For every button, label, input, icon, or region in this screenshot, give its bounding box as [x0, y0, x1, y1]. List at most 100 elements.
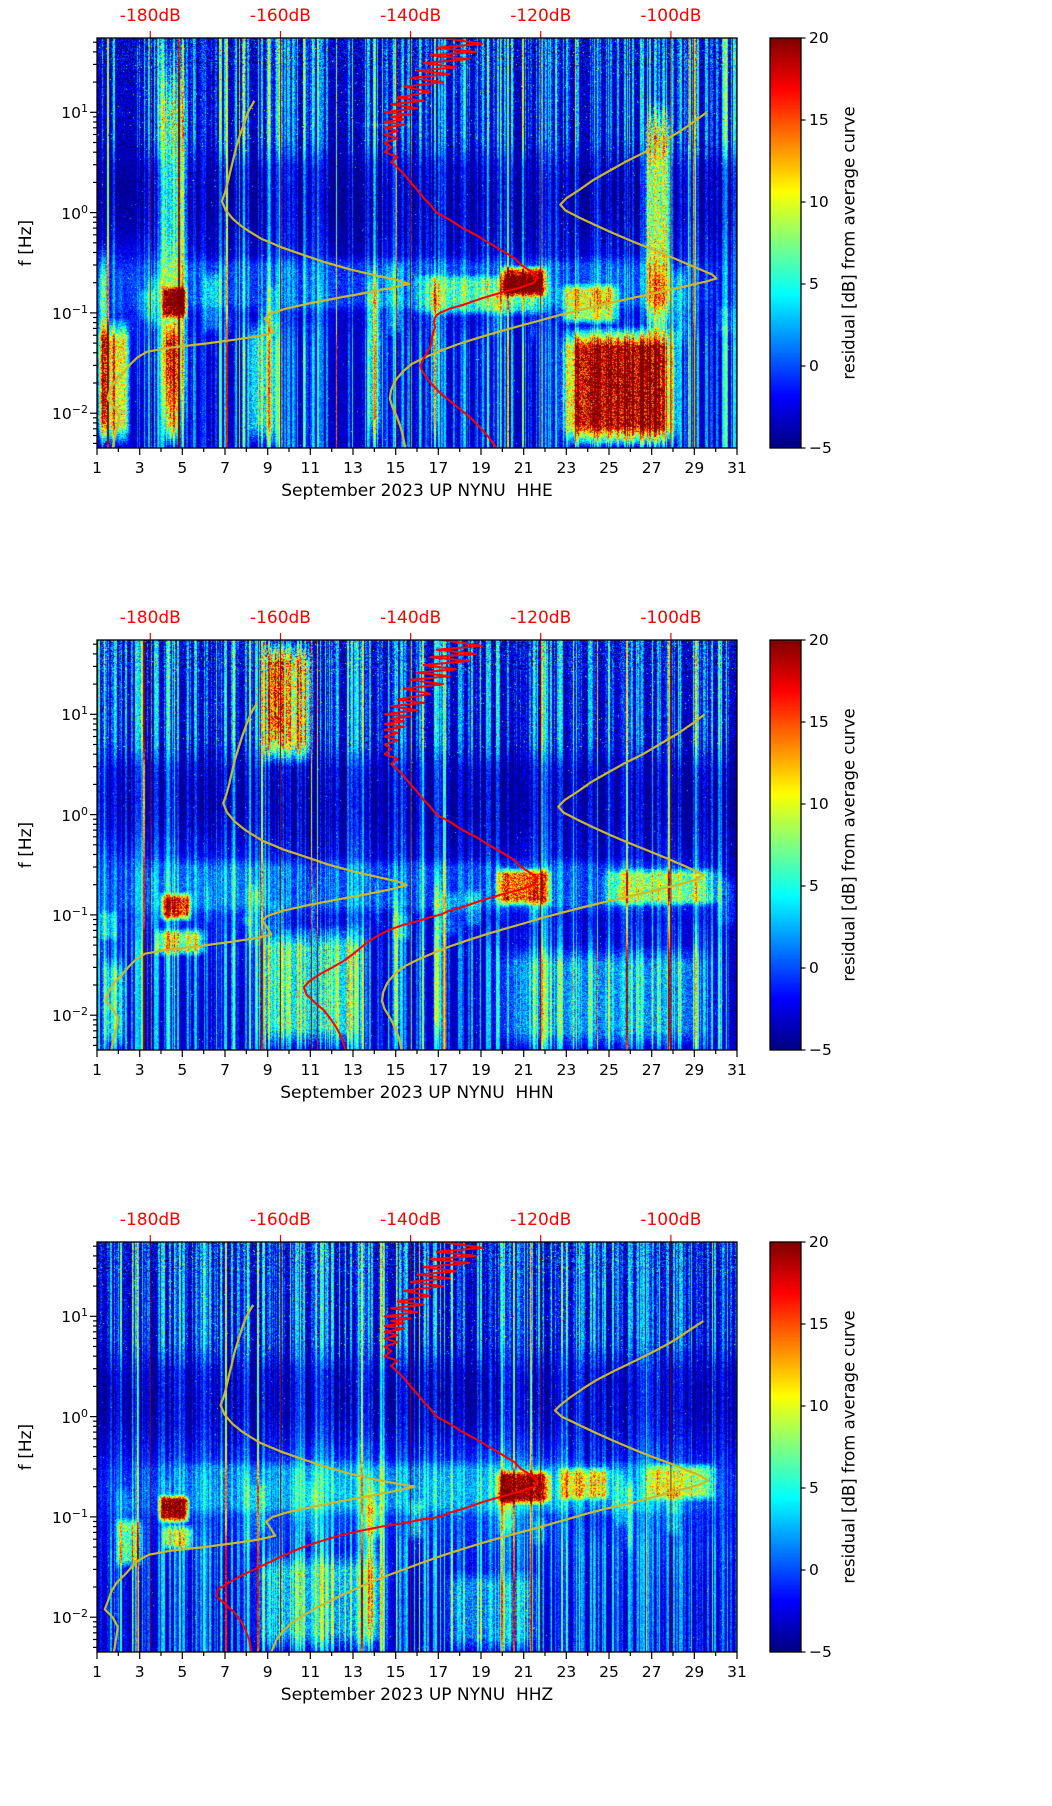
x-tick-label: 9 [262, 459, 273, 477]
x-tick-label: 21 [513, 459, 534, 477]
db-axis-label: -160dB [249, 608, 311, 628]
x-tick-label: 5 [177, 459, 188, 477]
colorbar-tick-label: 5 [809, 1479, 819, 1497]
y-tick-label: 101 [61, 1306, 88, 1327]
db-axis-label: -120dB [510, 6, 572, 26]
colorbar-tick-label: −5 [809, 439, 832, 457]
x-tick-label: 3 [134, 1061, 145, 1079]
x-axis-title: September 2023 UP NYNU HHE [281, 481, 553, 501]
colorbar-tick-label: 20 [809, 631, 829, 649]
colorbar-gradient [770, 640, 801, 1050]
x-tick-label: 3 [134, 459, 145, 477]
colorbar-tick-label: 10 [809, 795, 829, 813]
db-axis-label: -100dB [640, 6, 702, 26]
db-axis-label: -160dB [249, 6, 311, 26]
x-tick-label: 23 [556, 1061, 577, 1079]
y-tick-label: 10−2 [52, 1005, 88, 1026]
colorbar-label: residual [dB] from average curve [839, 708, 859, 982]
x-tick-label: 15 [385, 1663, 406, 1681]
x-tick-label: 23 [556, 459, 577, 477]
colorbar-tick-label: −5 [809, 1643, 832, 1661]
y-tick-label: 10−1 [52, 302, 88, 323]
x-tick-label: 9 [262, 1061, 273, 1079]
colorbar-tick-label: 0 [809, 1561, 819, 1579]
x-tick-label: 5 [177, 1663, 188, 1681]
y-tick-label: 101 [61, 102, 88, 123]
y-tick-label: 10−2 [52, 403, 88, 424]
y-tick-label: 10−1 [52, 904, 88, 925]
db-axis-label: -100dB [640, 608, 702, 628]
y-tick-label: 101 [61, 704, 88, 725]
db-axis-label: -140dB [380, 1210, 442, 1230]
db-axis-label: -120dB [510, 608, 572, 628]
x-tick-label: 9 [262, 1663, 273, 1681]
spectrogram-panel-hhz: f [Hz] September 2023 UP NYNU HHZ residu… [0, 1204, 1052, 1806]
x-tick-label: 11 [300, 1061, 321, 1079]
colorbar-tick-label: 10 [809, 1397, 829, 1415]
x-tick-label: 27 [641, 459, 662, 477]
x-tick-label: 1 [92, 459, 102, 477]
y-axis-label: f [Hz] [16, 219, 36, 267]
colorbar-gradient [770, 1242, 801, 1652]
colorbar-tick-label: 0 [809, 357, 819, 375]
db-axis-label: -160dB [249, 1210, 311, 1230]
x-tick-label: 21 [513, 1061, 534, 1079]
x-tick-label: 11 [300, 1663, 321, 1681]
x-tick-label: 7 [220, 1663, 230, 1681]
db-axis-ticks [149, 633, 672, 640]
colorbar-tick-label: −5 [809, 1041, 832, 1059]
x-tick-label: 29 [684, 1663, 705, 1681]
x-tick-label: 29 [684, 1061, 705, 1079]
x-tick-label: 29 [684, 459, 705, 477]
x-tick-label: 19 [471, 1061, 491, 1079]
x-tick-label: 17 [428, 459, 449, 477]
colorbar-tick-label: 0 [809, 959, 819, 977]
x-tick-label: 13 [343, 459, 363, 477]
x-tick-label: 5 [177, 1061, 188, 1079]
colorbar-tick-label: 15 [809, 111, 829, 129]
colorbar-tick-label: 15 [809, 713, 829, 731]
colorbar-tick-label: 10 [809, 193, 829, 211]
x-tick-label: 25 [599, 459, 619, 477]
x-tick-label: 25 [599, 1663, 619, 1681]
y-axis-label: f [Hz] [16, 821, 36, 869]
db-axis-ticks [149, 1235, 672, 1242]
db-axis-label: -140dB [380, 608, 442, 628]
x-axis-title: September 2023 UP NYNU HHN [280, 1083, 554, 1103]
colorbar-gradient [770, 38, 801, 448]
x-axis-title: September 2023 UP NYNU HHZ [280, 1685, 554, 1705]
x-tick-label: 21 [513, 1663, 534, 1681]
db-axis-label: -120dB [510, 1210, 572, 1230]
x-tick-label: 17 [428, 1061, 449, 1079]
x-tick-label: 19 [471, 1663, 491, 1681]
x-tick-label: 31 [727, 1663, 747, 1681]
x-tick-label: 13 [343, 1061, 363, 1079]
x-tick-label: 31 [727, 459, 747, 477]
y-tick-label: 10−2 [52, 1607, 88, 1628]
spectrogram-panel-hhe: f [Hz] September 2023 UP NYNU HHE residu… [0, 0, 1052, 602]
colorbar-tick-label: 15 [809, 1315, 829, 1333]
colorbar-tick-label: 20 [809, 1233, 829, 1251]
spectrogram-image [97, 1242, 737, 1652]
x-tick-label: 15 [385, 459, 406, 477]
y-tick-label: 100 [61, 202, 88, 223]
x-tick-label: 27 [641, 1061, 662, 1079]
spectrogram-panel-hhn: f [Hz] September 2023 UP NYNU HHN residu… [0, 602, 1052, 1204]
x-tick-label: 13 [343, 1663, 363, 1681]
x-tick-label: 11 [300, 459, 321, 477]
x-tick-label: 27 [641, 1663, 662, 1681]
db-axis-label: -180dB [119, 6, 181, 26]
x-tick-label: 3 [134, 1663, 145, 1681]
spectrogram-image [97, 640, 737, 1050]
y-tick-label: 100 [61, 804, 88, 825]
db-axis-label: -140dB [380, 6, 442, 26]
colorbar-tick-label: 5 [809, 877, 819, 895]
x-tick-label: 25 [599, 1061, 619, 1079]
colorbar-label: residual [dB] from average curve [839, 106, 859, 380]
x-tick-label: 7 [220, 459, 230, 477]
y-tick-label: 10−1 [52, 1506, 88, 1527]
x-tick-label: 31 [727, 1061, 747, 1079]
spectrogram-image [97, 38, 737, 448]
db-axis-label: -180dB [119, 1210, 181, 1230]
